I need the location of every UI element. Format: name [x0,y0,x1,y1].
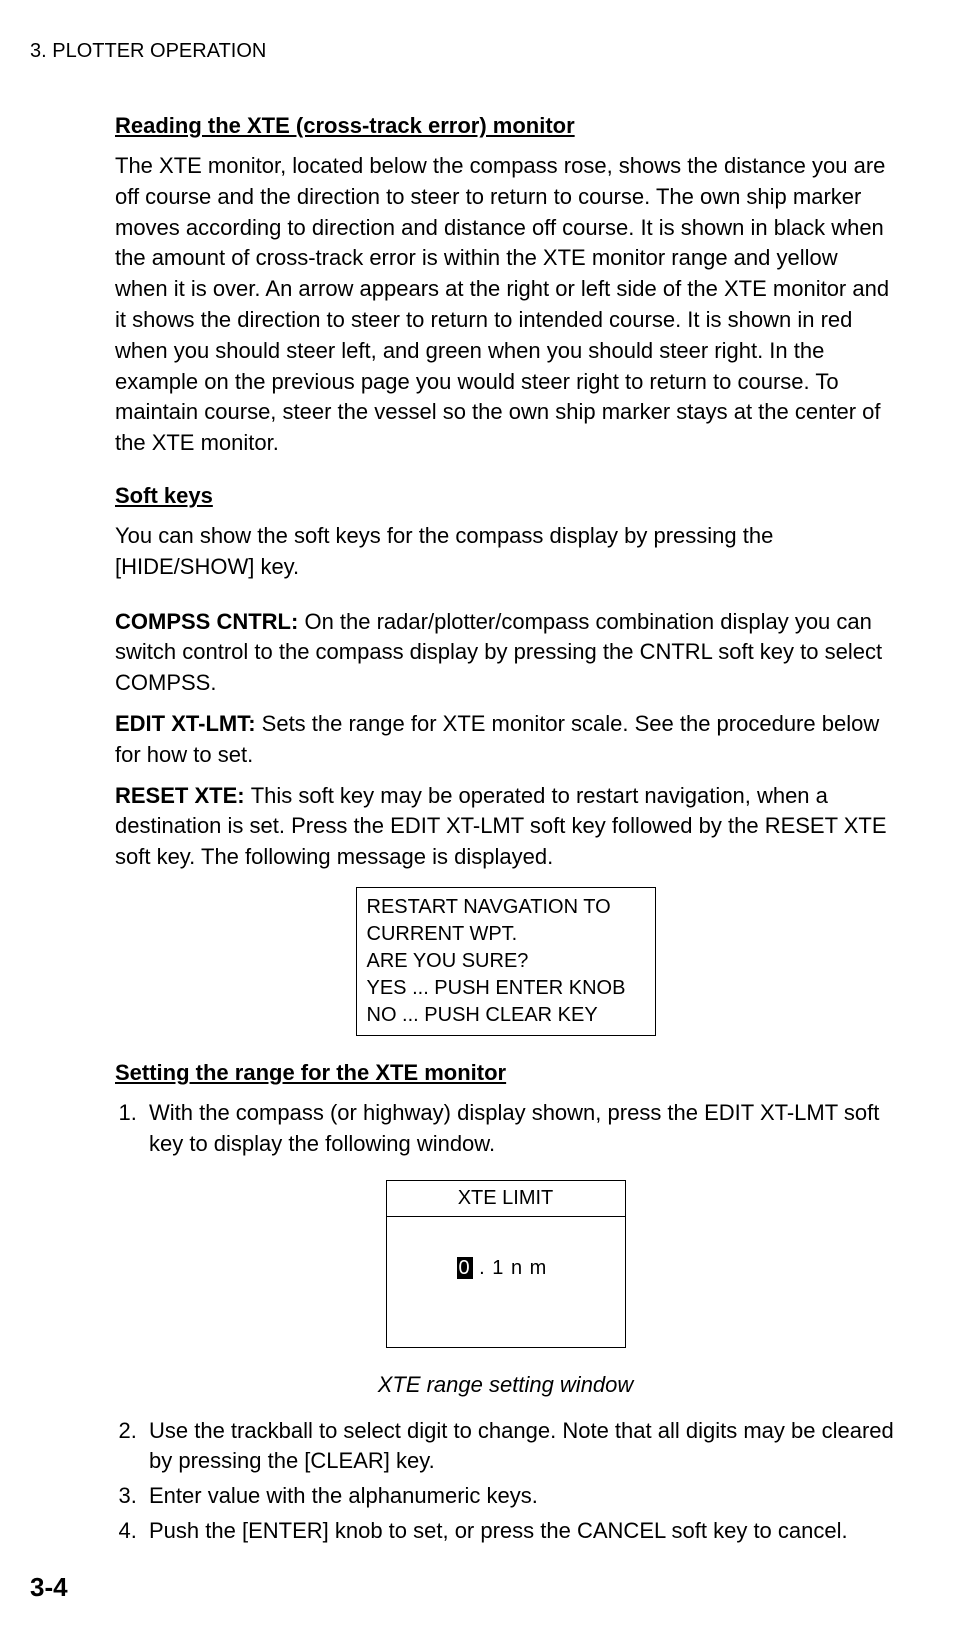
msg-line: RESTART NAVGATION TO [367,894,645,921]
xte-limit-header: XTE LIMIT [387,1181,625,1217]
xte-digit-selected: 0 [457,1257,473,1279]
section-setting-range-title: Setting the range for the XTE monitor [115,1060,896,1086]
page-content: Reading the XTE (cross-track error) moni… [115,113,896,1547]
step-1: With the compass (or highway) display sh… [143,1098,896,1160]
page-number: 3-4 [30,1572,68,1603]
msg-line: ARE YOU SURE? [367,948,645,975]
section-xte-monitor-body: The XTE monitor, located below the compa… [115,151,896,459]
msg-line: NO ... PUSH CLEAR KEY [367,1002,645,1029]
section-xte-monitor-title: Reading the XTE (cross-track error) moni… [115,113,896,139]
step-3: Enter value with the alphanumeric keys. [143,1481,896,1512]
def-edit-xtlmt: EDIT XT-LMT: Sets the range for XTE moni… [115,709,896,771]
def-reset-xte-label: RESET XTE: [115,783,251,808]
step-2: Use the trackball to select digit to cha… [143,1416,896,1478]
xte-limit-value: 0 . 1 n m [457,1257,548,1280]
restart-message-box: RESTART NAVGATION TO CURRENT WPT. ARE YO… [356,887,656,1036]
steps-list: With the compass (or highway) display sh… [115,1098,896,1160]
def-compss-cntrl-label: COMPSS CNTRL: [115,609,304,634]
msg-line: YES ... PUSH ENTER KNOB [367,975,645,1002]
def-reset-xte: RESET XTE: This soft key may be operated… [115,781,896,873]
section-softkeys-title: Soft keys [115,483,896,509]
def-compss-cntrl: COMPSS CNTRL: On the radar/plotter/compa… [115,607,896,699]
page-header: 3. PLOTTER OPERATION [30,40,906,63]
step-4: Push the [ENTER] knob to set, or press t… [143,1516,896,1547]
xte-limit-body: 0 . 1 n m [387,1217,625,1347]
xte-limit-window: XTE LIMIT 0 . 1 n m [386,1180,626,1348]
def-edit-xtlmt-label: EDIT XT-LMT: [115,711,262,736]
msg-line: CURRENT WPT. [367,921,645,948]
xte-window-caption: XTE range setting window [115,1372,896,1398]
xte-rest: . 1 n m [473,1257,548,1279]
steps-list-cont: Use the trackball to select digit to cha… [115,1416,896,1547]
section-softkeys-intro: You can show the soft keys for the compa… [115,521,896,583]
